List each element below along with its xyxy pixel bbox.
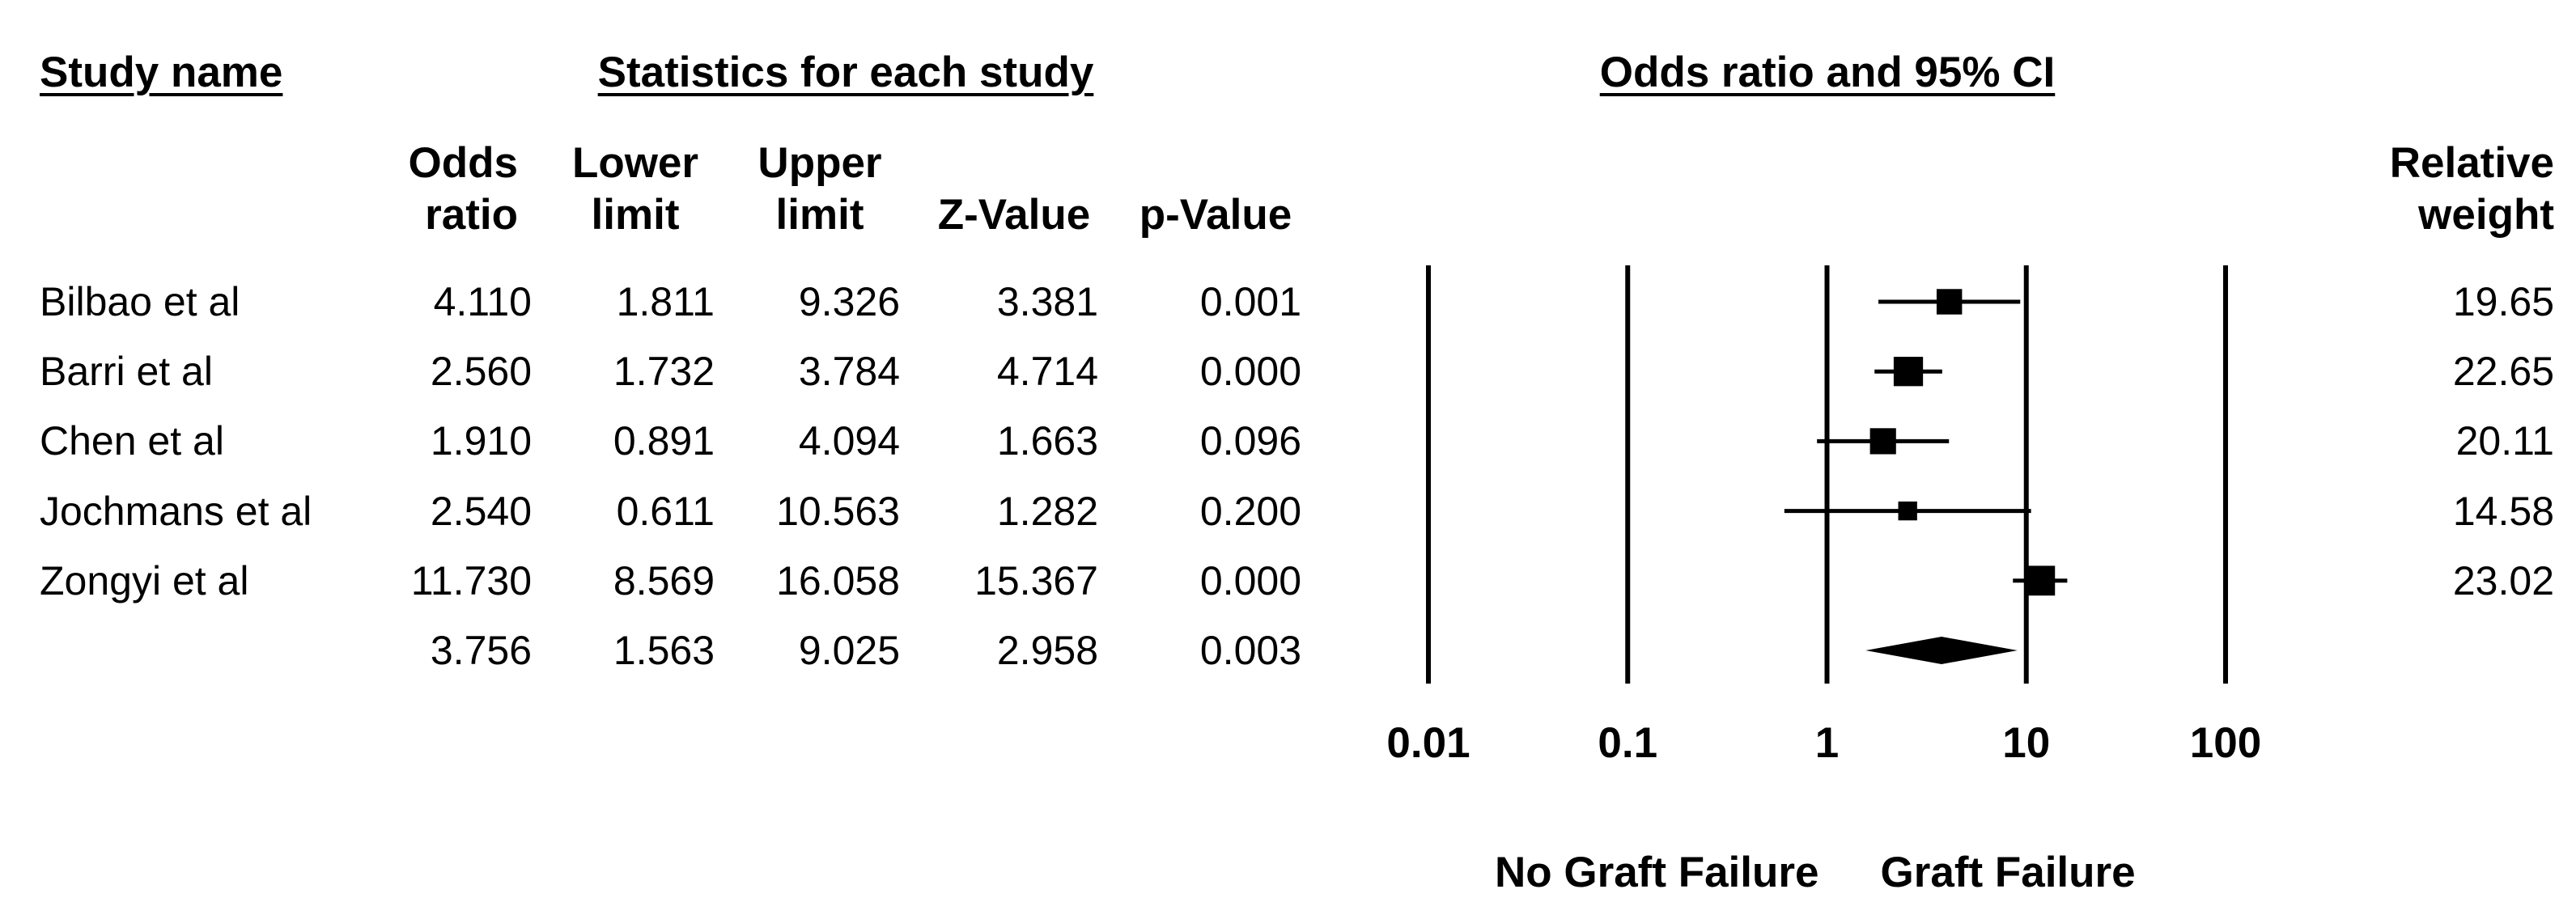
study-name: Zongyi et al [40, 557, 249, 603]
column-header: Odds ratio [408, 139, 518, 239]
x-tick-label: 100 [2190, 719, 2261, 767]
table-cell: 15.367 [974, 557, 1098, 603]
study-square [2025, 565, 2056, 596]
study-square [1898, 501, 1917, 521]
table-cell: 8.569 [613, 557, 715, 603]
weight-value: 22.65 [2452, 349, 2554, 395]
x-tick-label: 1 [1815, 719, 1839, 767]
table-cell: 2.958 [996, 628, 1098, 673]
table-cell: 4.714 [996, 349, 1098, 395]
table-cell: 0.611 [616, 488, 715, 534]
table-cell: 0.096 [1199, 418, 1301, 464]
study-square [1893, 357, 1924, 387]
column-header: Z-Value [937, 191, 1091, 239]
table-cell: 10.563 [776, 488, 900, 534]
table-cell: 0.200 [1199, 488, 1301, 534]
table-cell: 16.058 [776, 557, 900, 603]
x-label-left: No Graft Failure [1495, 849, 1819, 896]
study-name-title: Study name [40, 49, 283, 96]
weight-value: 14.58 [2452, 488, 2554, 534]
table-cell: 3.784 [798, 349, 900, 395]
study-name: Chen et al [40, 418, 224, 464]
weight-value: 20.11 [2455, 418, 2554, 464]
table-cell: 4.094 [798, 418, 900, 464]
study-name: Jochmans et al [40, 488, 312, 534]
table-cell: 1.663 [996, 418, 1098, 464]
plot-title: Odds ratio and 95% CI [1599, 49, 2056, 96]
weight-value: 19.65 [2452, 279, 2554, 324]
table-cell: 2.540 [430, 488, 532, 534]
table-cell: 3.756 [430, 628, 532, 673]
column-header: Upper limit [758, 139, 882, 239]
study-square [1869, 428, 1896, 455]
table-cell: 9.025 [798, 628, 900, 673]
table-cell: 9.326 [798, 279, 900, 324]
table-cell: 1.563 [613, 628, 715, 673]
table-cell: 11.730 [410, 557, 532, 603]
table-cell: 1.732 [613, 349, 715, 395]
table-cell: 2.560 [430, 349, 532, 395]
table-cell: 0.000 [1199, 349, 1301, 395]
study-name: Barri et al [40, 349, 213, 395]
table-cell: 1.811 [616, 279, 715, 324]
column-header: Lower limit [571, 139, 699, 239]
x-tick-label: 10 [2002, 719, 2050, 767]
table-cell: 0.000 [1199, 557, 1301, 603]
weight-value: 23.02 [2452, 557, 2554, 603]
table-cell: 1.282 [996, 488, 1098, 534]
table-cell: 0.891 [613, 418, 715, 464]
table-cell: 0.003 [1199, 628, 1301, 673]
table-cell: 1.910 [430, 418, 532, 464]
table-cell: 3.381 [996, 279, 1098, 324]
stats-title: Statistics for each study [597, 49, 1094, 96]
table-cell: 4.110 [433, 279, 532, 324]
x-tick-label: 0.01 [1386, 719, 1470, 767]
study-square [1936, 289, 1963, 315]
table-cell: 0.001 [1199, 279, 1301, 324]
x-label-right: Graft Failure [1881, 849, 2136, 896]
weight-header: Relative weight [2389, 139, 2554, 239]
x-tick-label: 0.1 [1598, 719, 1657, 767]
summary-diamond [1865, 637, 2018, 664]
study-name: Bilbao et al [40, 279, 240, 324]
column-header: p-Value [1139, 191, 1292, 239]
